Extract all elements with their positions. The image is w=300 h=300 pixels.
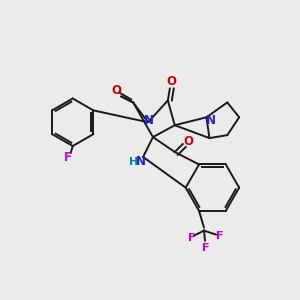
Text: O: O [184,135,194,148]
Text: F: F [202,244,210,254]
Text: O: O [111,84,121,97]
Text: H: H [128,157,138,167]
Text: F: F [188,232,196,243]
Text: O: O [167,75,177,88]
Text: F: F [216,231,224,241]
Text: N: N [136,155,146,168]
Text: N: N [144,114,154,127]
Text: N: N [206,114,215,127]
Text: F: F [64,152,72,164]
